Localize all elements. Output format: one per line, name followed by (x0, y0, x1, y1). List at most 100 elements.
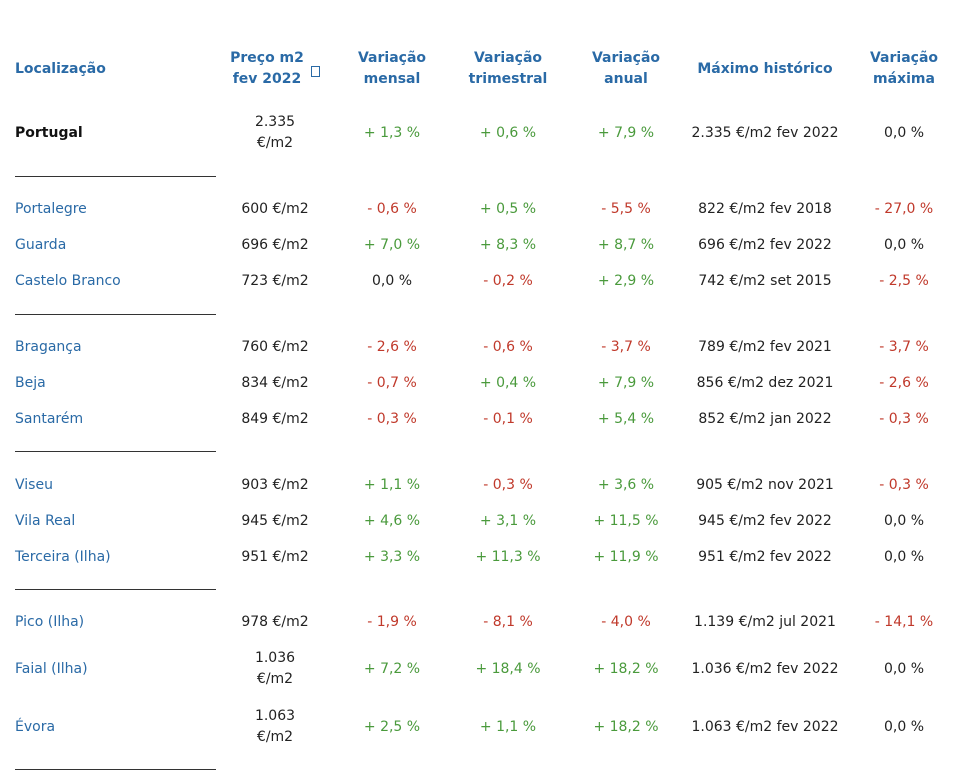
historical-max: 2.335 €/m2 fev 2022 (691, 124, 839, 141)
location-cell[interactable]: Bragança (15, 329, 215, 365)
quarterly-variation: + 11,3 % (475, 548, 541, 565)
max-variation: 0,0 % (883, 512, 925, 529)
max-variation: 0,0 % (883, 236, 925, 253)
table-row: Terceira (Ilha) 951 €/m2 + 3,3 % + 11,3 % + … (0, 539, 972, 575)
monthly-variation: - 0,7 % (367, 374, 417, 391)
price-cell: 834 €/m2 (225, 365, 325, 401)
max-variation: - 2,6 % (879, 374, 929, 391)
monthly-variation: - 0,3 % (367, 410, 417, 427)
price-value: 903 €/m2 (241, 476, 309, 493)
info-icon[interactable] (310, 65, 320, 77)
monthly-variation: + 7,2 % (363, 660, 421, 677)
table-row: Guarda 696 €/m2 + 7,0 % + 8,3 % + 8,7 % 696 €… (0, 227, 972, 263)
table-row: Viseu 903 €/m2 + 1,1 % - 0,3 % + 3,6 % 905 €/… (0, 467, 972, 503)
monthly-variation: + 1,1 % (363, 476, 421, 493)
table-row: Portugal 2.335 €/m2 + 1,3 % + 0,6 % + 7,9 % 2.… (0, 111, 972, 155)
header-monthly[interactable]: Variação mensal (342, 44, 442, 94)
location-link[interactable]: Viseu (15, 476, 53, 493)
annual-variation: + 18,2 % (593, 660, 659, 677)
header-price[interactable]: Preço m2 fev 2022 (225, 44, 325, 94)
location-link[interactable]: Faial (Ilha) (15, 660, 88, 677)
header-quarterly[interactable]: Variação trimestral (458, 44, 558, 94)
price-unit: €/m2 (256, 135, 294, 151)
price-cell: 1.063 €/m2 (225, 705, 325, 749)
location-link[interactable]: Guarda (15, 236, 67, 253)
quarterly-variation: + 0,5 % (479, 200, 537, 217)
table-row: Portalegre 600 €/m2 - 0,6 % + 0,5 % - 5,5 % 8… (0, 191, 972, 227)
group-divider (15, 589, 216, 590)
location-cell[interactable]: Pico (Ilha) (15, 604, 215, 640)
header-location[interactable]: Localização (15, 60, 106, 77)
price-value: 978 €/m2 (241, 613, 309, 630)
location-link[interactable]: Pico (Ilha) (15, 613, 85, 630)
location-cell[interactable]: Castelo Branco (15, 263, 215, 299)
price-cell: 760 €/m2 (225, 329, 325, 365)
max-variation: 0,0 % (883, 124, 925, 141)
header-monthly-line1: Variação (357, 50, 427, 66)
location-link[interactable]: Portalegre (15, 200, 87, 217)
table-row: Santarém 849 €/m2 - 0,3 % - 0,1 % + 5,4 % 852… (0, 401, 972, 437)
location-link[interactable]: Vila Real (15, 512, 76, 529)
historical-max: 945 €/m2 fev 2022 (698, 512, 832, 529)
historical-max: 1.036 €/m2 fev 2022 (691, 660, 839, 677)
price-value: 1.036 (254, 650, 296, 666)
max-variation: - 14,1 % (874, 613, 934, 630)
annual-variation: + 5,4 % (597, 410, 655, 427)
price-value: 945 €/m2 (241, 512, 309, 529)
historical-max: 742 €/m2 set 2015 (698, 272, 832, 289)
price-cell: 945 €/m2 (225, 503, 325, 539)
price-cell: 849 €/m2 (225, 401, 325, 437)
location-cell[interactable]: Viseu (15, 467, 215, 503)
location-link[interactable]: Castelo Branco (15, 272, 121, 289)
quarterly-variation: - 0,3 % (483, 476, 533, 493)
location-cell[interactable]: Portalegre (15, 191, 215, 227)
location-cell[interactable]: Santarém (15, 401, 215, 437)
price-cell: 2.335 €/m2 (225, 111, 325, 155)
location-cell[interactable]: Vila Real (15, 503, 215, 539)
location-label: Portugal (15, 124, 83, 141)
price-value: 723 €/m2 (241, 272, 309, 289)
price-value: 1.063 (254, 708, 296, 724)
header-quarterly-line2: trimestral (468, 71, 548, 87)
location-cell[interactable]: Guarda (15, 227, 215, 263)
quarterly-variation: - 8,1 % (483, 613, 533, 630)
price-value: 849 €/m2 (241, 410, 309, 427)
location-cell: Portugal (15, 111, 215, 155)
header-annual-line1: Variação (591, 50, 661, 66)
group-divider (15, 769, 216, 770)
max-variation: - 0,3 % (879, 410, 929, 427)
header-max-var-line2: máxima (873, 71, 935, 87)
annual-variation: + 18,2 % (593, 718, 659, 735)
price-unit: €/m2 (256, 671, 294, 687)
location-link[interactable]: Terceira (Ilha) (15, 548, 111, 565)
price-cell: 600 €/m2 (225, 191, 325, 227)
annual-variation: + 7,9 % (597, 124, 655, 141)
header-price-line1: Preço m2 (230, 50, 304, 66)
location-cell[interactable]: Évora (15, 705, 215, 749)
max-variation: 0,0 % (883, 548, 925, 565)
location-link[interactable]: Bragança (15, 338, 82, 355)
annual-variation: + 2,9 % (597, 272, 655, 289)
price-value: 951 €/m2 (241, 548, 309, 565)
header-annual[interactable]: Variação anual (576, 44, 676, 94)
location-link[interactable]: Beja (15, 374, 46, 391)
price-cell: 1.036 €/m2 (225, 647, 325, 691)
location-link[interactable]: Santarém (15, 410, 84, 427)
max-variation: - 0,3 % (879, 476, 929, 493)
monthly-variation: + 1,3 % (363, 124, 421, 141)
location-link[interactable]: Évora (15, 718, 56, 735)
monthly-variation: - 0,6 % (367, 200, 417, 217)
group-divider (15, 451, 216, 452)
quarterly-variation: - 0,1 % (483, 410, 533, 427)
header-max-hist[interactable]: Máximo histórico (697, 60, 833, 77)
header-max-var[interactable]: Variação máxima (854, 44, 954, 94)
max-variation: - 3,7 % (879, 338, 929, 355)
location-cell[interactable]: Terceira (Ilha) (15, 539, 215, 575)
header-price-line2: fev 2022 (232, 71, 302, 87)
location-cell[interactable]: Faial (Ilha) (15, 647, 215, 691)
annual-variation: + 11,5 % (593, 512, 659, 529)
price-value: 600 €/m2 (241, 200, 309, 217)
location-cell[interactable]: Beja (15, 365, 215, 401)
annual-variation: - 4,0 % (601, 613, 651, 630)
table-row: Castelo Branco 723 €/m2 0,0 % - 0,2 % + 2,9 … (0, 263, 972, 299)
